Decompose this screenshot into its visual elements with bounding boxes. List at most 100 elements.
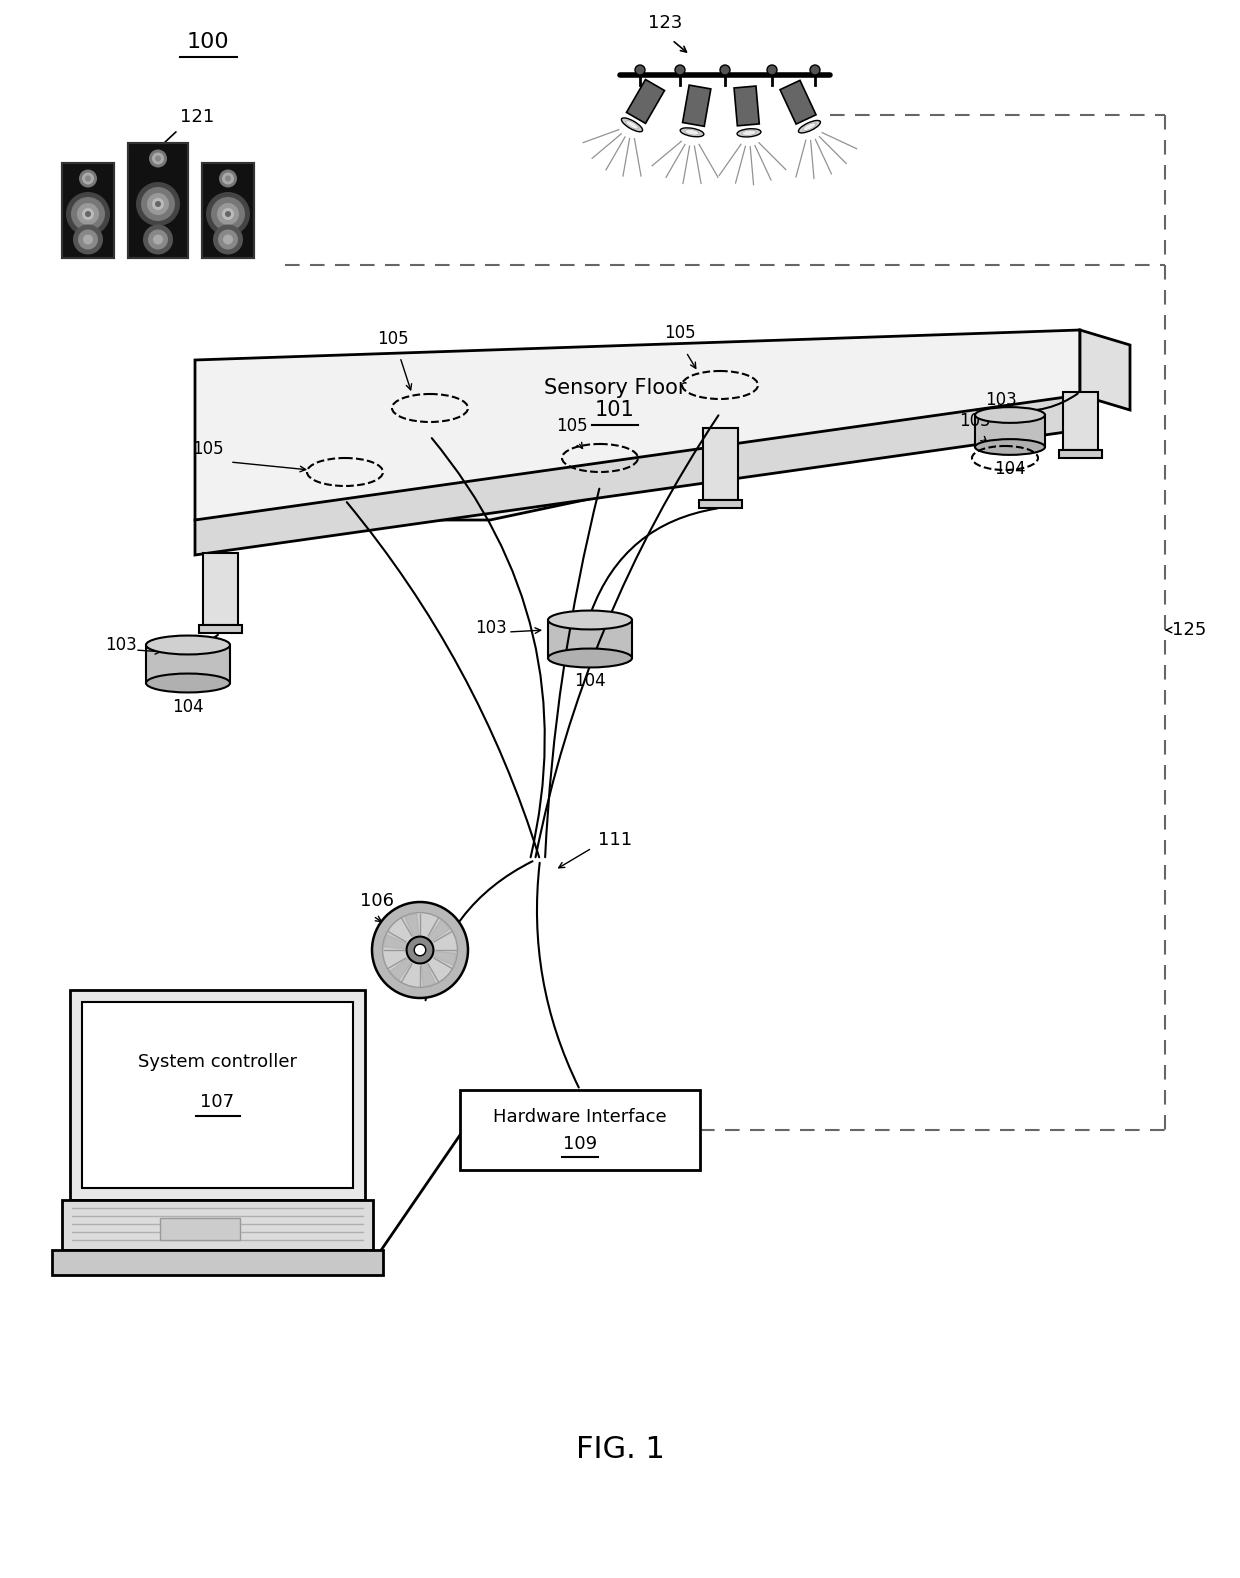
FancyBboxPatch shape [202,552,238,625]
Ellipse shape [686,129,699,136]
Ellipse shape [548,649,632,667]
FancyBboxPatch shape [62,1199,373,1250]
FancyBboxPatch shape [1059,450,1101,458]
Ellipse shape [621,118,642,133]
Circle shape [153,197,164,210]
Circle shape [71,197,105,230]
Text: FIG. 1: FIG. 1 [575,1436,665,1464]
Circle shape [78,229,98,249]
Circle shape [86,211,91,218]
Ellipse shape [146,674,229,693]
Text: Hardware Interface: Hardware Interface [494,1108,667,1127]
Text: System controller: System controller [138,1053,298,1071]
Ellipse shape [548,611,632,630]
Ellipse shape [975,439,1045,454]
Ellipse shape [681,128,704,137]
Circle shape [82,208,94,219]
Circle shape [83,235,93,245]
Polygon shape [195,394,1080,555]
Circle shape [224,211,231,218]
Polygon shape [780,80,816,125]
Text: 103: 103 [105,636,136,653]
Circle shape [217,204,239,226]
Circle shape [149,150,167,167]
Text: 103: 103 [985,391,1017,409]
Circle shape [77,204,99,226]
Ellipse shape [799,120,821,133]
Text: 109: 109 [563,1135,598,1154]
Circle shape [143,224,174,254]
Text: 104: 104 [994,461,1025,478]
FancyBboxPatch shape [69,989,365,1199]
Text: 105: 105 [377,330,409,349]
Text: 101: 101 [595,399,635,420]
FancyBboxPatch shape [128,142,188,257]
Circle shape [213,224,243,254]
Text: 105: 105 [192,440,223,458]
Circle shape [768,65,777,76]
Circle shape [372,903,467,997]
Circle shape [86,175,91,181]
FancyBboxPatch shape [698,500,742,508]
Circle shape [222,208,234,219]
Circle shape [82,172,94,185]
Circle shape [148,229,167,249]
Text: 106: 106 [360,892,394,911]
Polygon shape [420,950,456,966]
Text: 107: 107 [201,1094,234,1111]
Circle shape [73,224,103,254]
Circle shape [211,197,246,230]
FancyBboxPatch shape [548,620,632,658]
FancyBboxPatch shape [975,415,1045,447]
Text: 123: 123 [649,14,682,32]
Ellipse shape [626,122,639,129]
Circle shape [136,181,180,226]
Polygon shape [682,85,711,126]
Circle shape [218,229,238,249]
Text: Sensory Floor: Sensory Floor [544,379,686,398]
Circle shape [224,175,231,181]
FancyBboxPatch shape [146,645,229,683]
Circle shape [810,65,820,76]
FancyBboxPatch shape [82,1002,353,1188]
Text: 100: 100 [187,32,229,52]
Text: 125: 125 [1172,622,1207,639]
FancyBboxPatch shape [460,1090,701,1169]
Circle shape [155,156,161,161]
Polygon shape [626,79,665,123]
FancyBboxPatch shape [52,1250,383,1275]
Ellipse shape [146,636,229,655]
FancyBboxPatch shape [1063,391,1097,450]
Text: 121: 121 [180,107,215,126]
Ellipse shape [804,123,816,131]
Circle shape [79,169,97,188]
Text: 105: 105 [557,417,588,436]
FancyBboxPatch shape [160,1218,241,1240]
Ellipse shape [975,407,1045,423]
Polygon shape [404,914,420,950]
Circle shape [675,65,684,76]
Polygon shape [420,920,450,950]
Polygon shape [734,87,759,126]
Circle shape [635,65,645,76]
Circle shape [223,235,233,245]
Polygon shape [391,950,420,980]
Circle shape [222,172,234,185]
Polygon shape [1080,330,1130,410]
Polygon shape [383,934,420,950]
FancyBboxPatch shape [198,625,242,633]
Text: 105: 105 [665,323,696,342]
Circle shape [206,193,250,237]
Circle shape [414,944,425,956]
Circle shape [407,937,434,964]
Circle shape [720,65,730,76]
Polygon shape [195,330,1080,521]
Text: 111: 111 [598,832,632,849]
Text: 105: 105 [960,412,991,429]
Circle shape [141,188,175,221]
Circle shape [155,200,161,207]
Circle shape [148,193,169,215]
Text: 104: 104 [574,672,606,690]
Ellipse shape [737,129,761,137]
FancyBboxPatch shape [62,163,114,257]
